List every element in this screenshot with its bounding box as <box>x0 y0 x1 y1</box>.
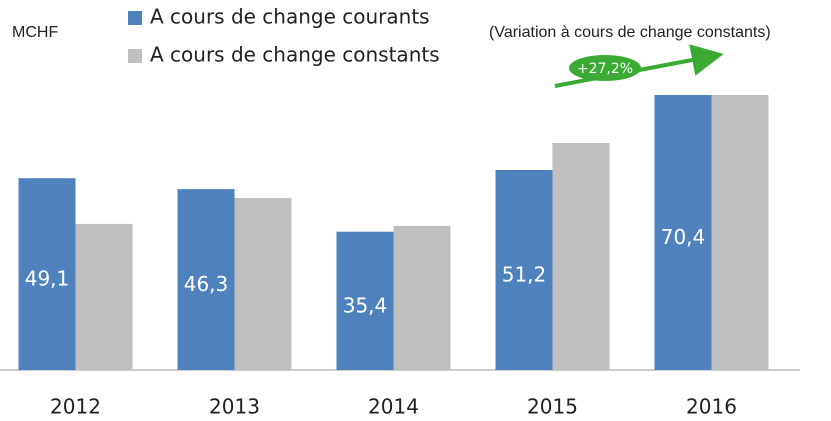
bar <box>234 198 292 370</box>
value-label: 46,3 <box>184 272 229 296</box>
change-badge <box>569 55 641 81</box>
unit-label: MCHF <box>12 24 58 41</box>
bar <box>18 178 76 370</box>
x-tick-label: 2016 <box>686 395 737 419</box>
x-tick-label: 2013 <box>209 395 260 419</box>
legend-swatch <box>128 11 142 25</box>
bar <box>654 95 712 370</box>
x-tick-label: 2015 <box>527 395 578 419</box>
legend-swatch <box>128 49 142 63</box>
bar <box>711 95 769 370</box>
value-label: 35,4 <box>343 293 388 317</box>
value-label: 70,4 <box>661 225 706 249</box>
change-label: +27,2% <box>577 61 633 77</box>
bar <box>75 223 133 370</box>
legend-label: A cours de change courants <box>150 5 430 29</box>
value-label: 49,1 <box>25 267 70 291</box>
bar <box>177 189 235 370</box>
value-label: 51,2 <box>502 263 547 287</box>
bar <box>552 143 610 370</box>
bar <box>393 225 451 370</box>
bar <box>336 231 394 370</box>
x-tick-label: 2012 <box>50 395 101 419</box>
x-tick-label: 2014 <box>368 395 419 419</box>
legend-label: A cours de change constants <box>150 43 440 67</box>
annotation: (Variation à cours de change constants) <box>489 24 771 41</box>
bar <box>495 170 553 370</box>
